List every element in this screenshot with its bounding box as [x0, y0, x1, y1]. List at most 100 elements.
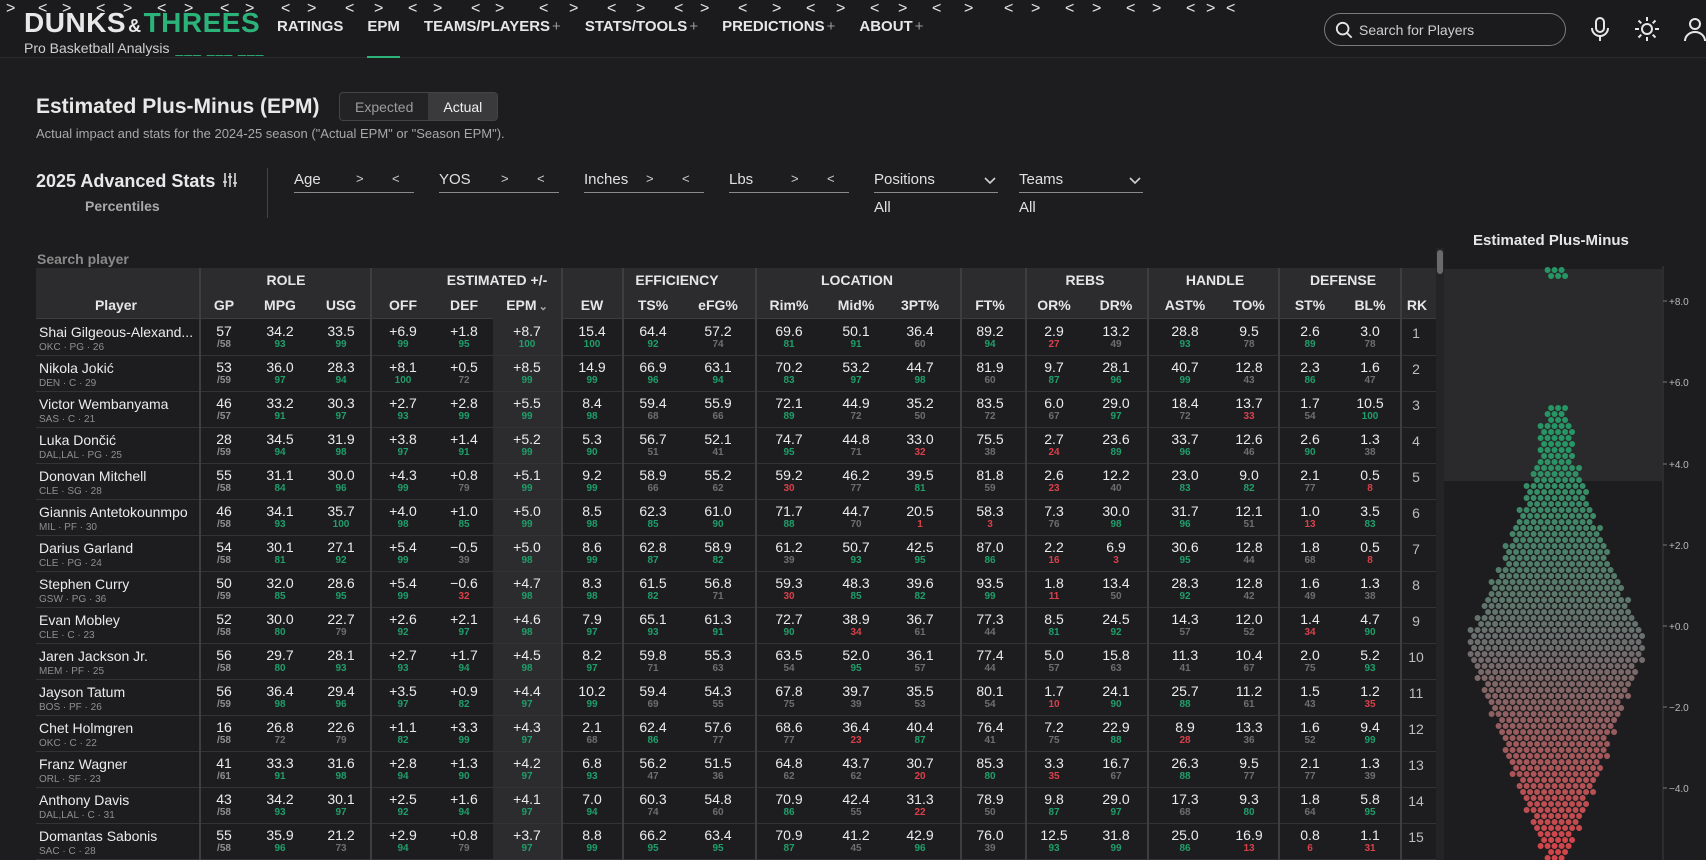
player-dot[interactable]	[1555, 813, 1562, 819]
player-dot[interactable]	[1614, 651, 1621, 657]
player-dot[interactable]	[1478, 621, 1485, 627]
player-dot[interactable]	[1583, 501, 1590, 507]
col-filter-greater[interactable]: >	[245, 0, 255, 17]
player-dot[interactable]	[1520, 537, 1527, 543]
player-dot[interactable]	[1527, 585, 1534, 591]
player-dot[interactable]	[1520, 585, 1527, 591]
player-dot[interactable]	[1530, 543, 1537, 549]
player-dot[interactable]	[1562, 513, 1569, 519]
player-dot[interactable]	[1537, 459, 1544, 465]
player-dot[interactable]	[1544, 651, 1551, 657]
player-dot[interactable]	[1534, 597, 1541, 603]
player-dot[interactable]	[1579, 675, 1586, 681]
player-dot[interactable]	[1569, 717, 1576, 723]
player-name[interactable]: Nikola Jokić	[39, 360, 114, 376]
player-dot[interactable]	[1481, 615, 1488, 621]
player-dot[interactable]	[1555, 801, 1562, 807]
player-name[interactable]: Darius Garland	[39, 540, 134, 556]
player-dot[interactable]	[1509, 687, 1516, 693]
player-dot[interactable]	[1523, 723, 1530, 729]
player-dot[interactable]	[1558, 483, 1565, 489]
player-dot[interactable]	[1600, 747, 1607, 753]
player-dot[interactable]	[1621, 627, 1628, 633]
player-dot[interactable]	[1548, 633, 1555, 639]
player-dot[interactable]	[1572, 735, 1579, 741]
player-dot[interactable]	[1495, 591, 1502, 597]
player-dot[interactable]	[1614, 675, 1621, 681]
player-dot[interactable]	[1502, 735, 1509, 741]
player-dot[interactable]	[1548, 561, 1555, 567]
player-dot[interactable]	[1593, 759, 1600, 765]
player-dot[interactable]	[1569, 609, 1576, 615]
player-dot[interactable]	[1600, 591, 1607, 597]
player-dot[interactable]	[1485, 597, 1492, 603]
player-dot[interactable]	[1541, 549, 1548, 555]
player-dot[interactable]	[1537, 783, 1544, 789]
player-dot[interactable]	[1548, 729, 1555, 735]
filter-positions[interactable]: Positions	[874, 171, 998, 193]
col-filter-less[interactable]: <	[1126, 0, 1136, 17]
filter-inches[interactable]: Inches > <	[584, 171, 704, 193]
player-dot[interactable]	[1534, 669, 1541, 675]
player-dot[interactable]	[1544, 411, 1551, 417]
player-dot[interactable]	[1485, 693, 1492, 699]
player-dot[interactable]	[1555, 609, 1562, 615]
col-filter-greater[interactable]: >	[184, 0, 194, 17]
player-dot[interactable]	[1516, 519, 1523, 525]
player-dot[interactable]	[1516, 747, 1523, 753]
player-dot[interactable]	[1576, 741, 1583, 747]
player-dot[interactable]	[1558, 723, 1565, 729]
player-dot[interactable]	[1558, 831, 1565, 837]
player-dot[interactable]	[1530, 531, 1537, 537]
player-dot[interactable]	[1541, 489, 1548, 495]
player-dot[interactable]	[1555, 705, 1562, 711]
player-dot[interactable]	[1562, 597, 1569, 603]
col-header-player[interactable]: Player	[36, 297, 196, 313]
player-dot[interactable]	[1520, 657, 1527, 663]
player-dot[interactable]	[1499, 573, 1506, 579]
col-filter-greater[interactable]: >	[1152, 0, 1162, 17]
player-dot[interactable]	[1583, 561, 1590, 567]
col-filter-less[interactable]: <	[932, 0, 942, 17]
player-dot[interactable]	[1576, 561, 1583, 567]
player-dot[interactable]	[1576, 777, 1583, 783]
player-dot[interactable]	[1537, 687, 1544, 693]
player-dot[interactable]	[1614, 627, 1621, 633]
player-dot[interactable]	[1523, 711, 1530, 717]
player-dot[interactable]	[1607, 579, 1614, 585]
player-dot[interactable]	[1614, 639, 1621, 645]
player-dot[interactable]	[1628, 615, 1635, 621]
col-header-mpg[interactable]: MPG	[260, 297, 300, 313]
player-dot[interactable]	[1509, 555, 1516, 561]
player-dot[interactable]	[1562, 777, 1569, 783]
player-dot[interactable]	[1611, 585, 1618, 591]
player-dot[interactable]	[1509, 759, 1516, 765]
player-dot[interactable]	[1555, 549, 1562, 555]
player-dot[interactable]	[1621, 615, 1628, 621]
player-dot[interactable]	[1541, 741, 1548, 747]
player-dot[interactable]	[1618, 693, 1625, 699]
player-dot[interactable]	[1604, 741, 1611, 747]
player-dot[interactable]	[1597, 621, 1604, 627]
player-dot[interactable]	[1520, 549, 1527, 555]
player-dot[interactable]	[1523, 807, 1530, 813]
player-dot[interactable]	[1611, 717, 1618, 723]
player-dot[interactable]	[1586, 639, 1593, 645]
player-dot[interactable]	[1614, 687, 1621, 693]
player-dot[interactable]	[1513, 597, 1520, 603]
player-dot[interactable]	[1551, 675, 1558, 681]
player-dot[interactable]	[1562, 609, 1569, 615]
player-dot[interactable]	[1492, 633, 1499, 639]
player-dot[interactable]	[1569, 501, 1576, 507]
player-dot[interactable]	[1604, 573, 1611, 579]
player-dot[interactable]	[1495, 579, 1502, 585]
player-dot[interactable]	[1499, 669, 1506, 675]
player-dot[interactable]	[1607, 699, 1614, 705]
user-icon[interactable]	[1682, 16, 1706, 42]
player-dot[interactable]	[1502, 699, 1509, 705]
player-dot[interactable]	[1572, 483, 1579, 489]
player-dot[interactable]	[1548, 717, 1555, 723]
player-dot[interactable]	[1537, 795, 1544, 801]
player-dot[interactable]	[1471, 633, 1478, 639]
player-dot[interactable]	[1544, 855, 1551, 860]
